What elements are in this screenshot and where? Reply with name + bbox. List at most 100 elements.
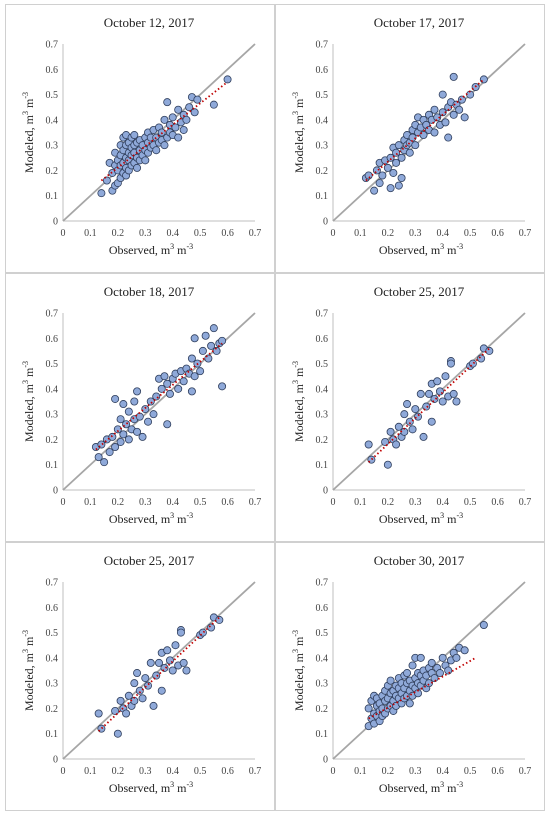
x-tick-label: 0.3 — [409, 228, 422, 239]
data-point — [408, 425, 417, 434]
x-tick-label: 0.2 — [112, 228, 125, 239]
x-tick-label: 0.4 — [436, 228, 449, 239]
x-tick-label: 0.5 — [464, 497, 477, 508]
chart-title: October 25, 2017 — [104, 553, 195, 568]
x-axis-label: Observed, m3 m-3 — [109, 511, 193, 526]
data-point — [174, 133, 183, 142]
data-point — [201, 331, 210, 340]
y-axis-label: Modeled, m3 m-3 — [291, 92, 306, 173]
data-point — [449, 72, 458, 81]
y-axis-label: Modeled, m3 m-3 — [291, 630, 306, 711]
y-tick-label: 0.4 — [316, 115, 329, 126]
data-point — [187, 387, 196, 396]
data-point — [430, 674, 439, 683]
x-tick-label: 0.3 — [409, 766, 422, 777]
data-point — [444, 666, 453, 675]
y-tick-label: 0.3 — [316, 679, 329, 690]
y-tick-label: 0.3 — [46, 679, 59, 690]
panel-border — [5, 273, 275, 542]
data-point — [138, 432, 147, 441]
data-point — [405, 148, 414, 157]
data-point — [141, 156, 150, 165]
y-tick-label: 0.3 — [316, 141, 329, 152]
y-tick-label: 0.1 — [46, 191, 59, 202]
x-tick-label: 0.4 — [166, 228, 179, 239]
data-point — [383, 460, 392, 469]
data-point — [441, 118, 450, 127]
one-to-one-line — [62, 581, 256, 760]
data-point — [386, 153, 395, 162]
data-point — [111, 443, 120, 452]
data-point — [157, 686, 166, 695]
x-tick-label: 0.4 — [436, 766, 449, 777]
data-point — [477, 354, 486, 363]
y-tick-label: 0.7 — [46, 309, 59, 320]
x-tick-label: 0.2 — [382, 766, 395, 777]
data-point — [141, 674, 150, 683]
data-point — [171, 123, 180, 132]
data-point — [94, 709, 103, 718]
chart-panel-6: October 30, 2017 0 0.1 0.2 0.3 0.4 0.5 0.6 0.7 0 0… — [275, 542, 545, 811]
y-tick-label: 0.7 — [316, 309, 329, 320]
data-point — [416, 653, 425, 662]
data-point — [215, 615, 224, 624]
y-tick-label: 0.5 — [316, 90, 329, 101]
x-tick-label: 0.5 — [194, 766, 207, 777]
y-tick-label: 0 — [323, 755, 328, 766]
data-point — [179, 125, 188, 134]
x-tick-label: 0 — [331, 228, 336, 239]
x-tick-label: 0.6 — [221, 497, 234, 508]
y-tick-label: 0.3 — [46, 410, 59, 421]
data-point — [386, 184, 395, 193]
data-point — [378, 171, 387, 180]
y-tick-label: 0.6 — [46, 603, 59, 614]
data-point — [392, 158, 401, 167]
x-tick-label: 0 — [61, 766, 66, 777]
x-tick-label: 0.6 — [221, 766, 234, 777]
chart-panel-5: October 25, 2017 0 0.1 0.2 0.3 0.4 0.5 0.6 0.7 0 0… — [5, 542, 275, 811]
data-point — [179, 377, 188, 386]
data-point — [422, 402, 431, 411]
y-tick-label: 0.7 — [316, 578, 329, 589]
y-tick-label: 0.7 — [46, 40, 59, 51]
data-point — [424, 389, 433, 398]
data-point — [397, 153, 406, 162]
x-tick-label: 0.3 — [139, 497, 152, 508]
data-point — [160, 141, 169, 150]
data-point — [416, 389, 425, 398]
y-tick-label: 0 — [323, 486, 328, 497]
y-tick-label: 0.2 — [316, 435, 329, 446]
data-point — [419, 432, 428, 441]
data-point — [364, 440, 373, 449]
y-tick-label: 0.6 — [316, 334, 329, 345]
data-point — [135, 412, 144, 421]
data-point — [405, 699, 414, 708]
data-point — [218, 336, 227, 345]
data-point — [397, 174, 406, 183]
panel-border — [275, 273, 545, 542]
data-point — [370, 186, 379, 195]
data-point — [152, 392, 161, 401]
data-point — [218, 382, 227, 391]
data-point — [154, 658, 163, 667]
data-point — [438, 653, 447, 662]
y-tick-label: 0.2 — [316, 704, 329, 715]
data-point — [130, 131, 139, 140]
data-point — [102, 176, 111, 185]
data-point — [485, 346, 494, 355]
data-point — [430, 128, 439, 137]
data-point — [190, 108, 199, 117]
x-tick-label: 0 — [61, 497, 66, 508]
chart-title: October 25, 2017 — [374, 284, 465, 299]
chart-title: October 17, 2017 — [374, 15, 465, 30]
trend-line — [95, 342, 223, 451]
data-point — [386, 676, 395, 685]
data-point — [392, 440, 401, 449]
y-tick-label: 0.5 — [46, 628, 59, 639]
chart-panel-2: October 17, 2017 0 0.1 0.2 0.3 0.4 0.5 0.6 0.7 0 0… — [275, 4, 545, 273]
data-point — [207, 341, 216, 350]
x-tick-label: 0.3 — [409, 497, 422, 508]
data-point — [479, 620, 488, 629]
chart-title: October 12, 2017 — [104, 15, 195, 30]
